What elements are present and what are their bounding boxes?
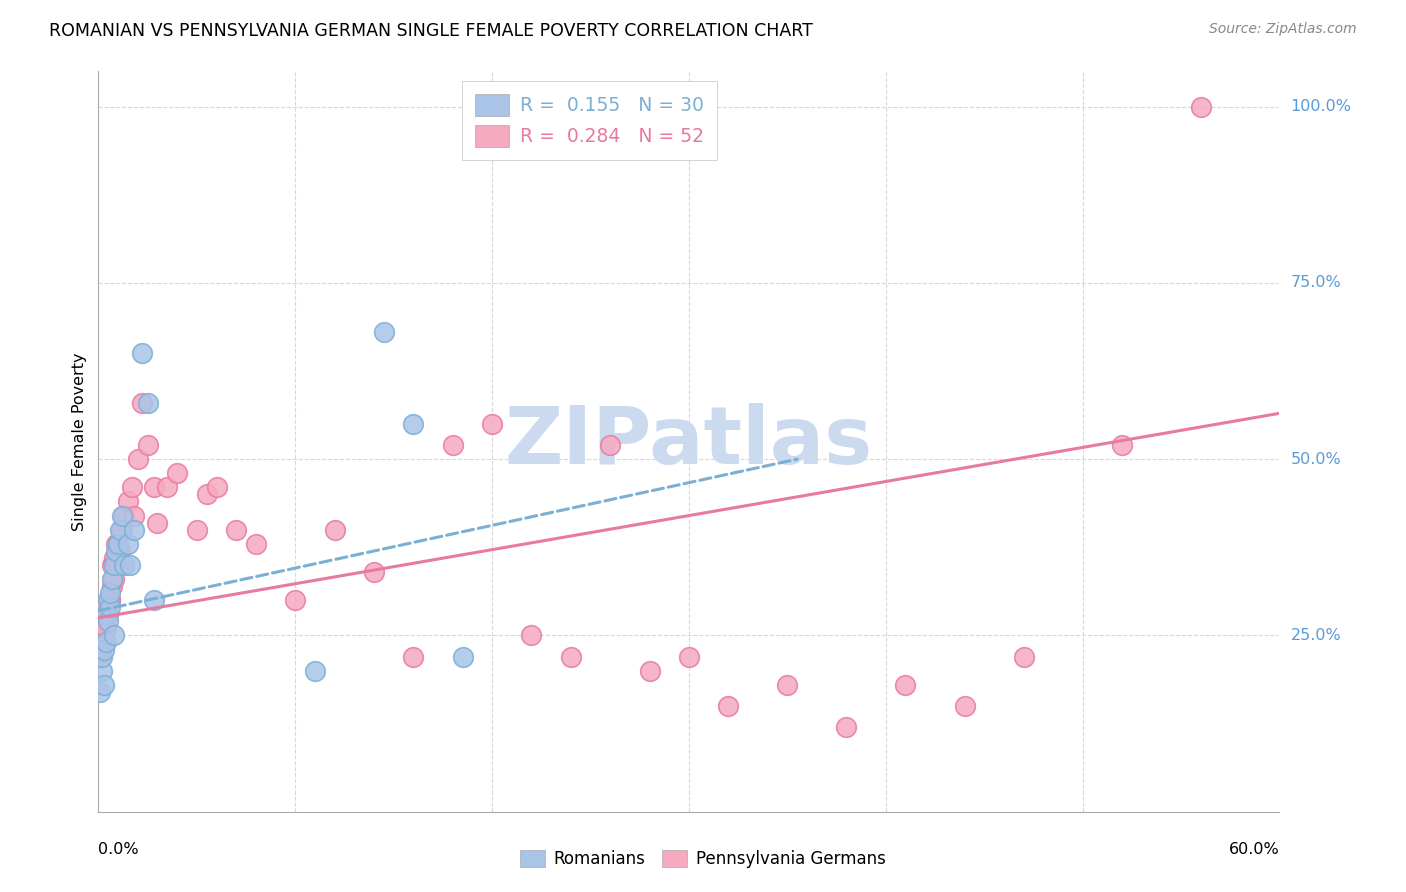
Legend: R =  0.155   N = 30, R =  0.284   N = 52: R = 0.155 N = 30, R = 0.284 N = 52: [463, 81, 717, 160]
Point: [101, 572, 124, 586]
Text: 75.0%: 75.0%: [1291, 276, 1341, 291]
Point: [156, 480, 179, 494]
Point: [136, 438, 159, 452]
Point: [97, 593, 120, 607]
Point: [668, 100, 690, 114]
Point: [91, 628, 114, 642]
Point: [441, 438, 464, 452]
Point: [96, 635, 118, 649]
Point: [108, 523, 131, 537]
Point: [560, 649, 582, 664]
Point: [304, 664, 326, 678]
Point: [111, 523, 134, 537]
Point: [166, 467, 188, 481]
Point: [105, 537, 128, 551]
Point: [98, 593, 121, 607]
Text: 0.0%: 0.0%: [98, 842, 139, 857]
Point: [93, 642, 115, 657]
Point: [103, 628, 125, 642]
Point: [112, 508, 135, 523]
Point: [131, 346, 153, 360]
Point: [93, 678, 115, 692]
Point: [97, 615, 120, 629]
Point: [103, 558, 125, 572]
Point: [1111, 438, 1133, 452]
Text: 60.0%: 60.0%: [1229, 842, 1279, 857]
Point: [112, 558, 135, 572]
Text: ZIPatlas: ZIPatlas: [505, 402, 873, 481]
Point: [101, 558, 124, 572]
Point: [105, 544, 128, 558]
Point: [122, 508, 145, 523]
Point: [451, 649, 474, 664]
Point: [520, 628, 543, 642]
Point: [121, 480, 143, 494]
Point: [96, 621, 118, 635]
Point: [599, 438, 621, 452]
Point: [127, 452, 149, 467]
Point: [107, 558, 129, 572]
Point: [195, 487, 218, 501]
Text: ROMANIAN VS PENNSYLVANIA GERMAN SINGLE FEMALE POVERTY CORRELATION CHART: ROMANIAN VS PENNSYLVANIA GERMAN SINGLE F…: [49, 22, 813, 40]
Point: [1012, 649, 1035, 664]
Point: [205, 480, 228, 494]
Point: [363, 565, 385, 579]
Point: [245, 537, 267, 551]
Point: [117, 537, 139, 551]
Point: [638, 664, 661, 678]
Point: [93, 615, 115, 629]
Point: [103, 572, 125, 586]
Point: [91, 664, 114, 678]
Point: [103, 550, 125, 565]
Point: [108, 544, 131, 558]
Point: [96, 600, 118, 615]
Point: [98, 593, 121, 607]
Text: 50.0%: 50.0%: [1291, 451, 1341, 467]
Point: [142, 480, 165, 494]
Point: [107, 537, 129, 551]
Point: [402, 417, 425, 431]
Point: [284, 593, 307, 607]
Point: [98, 586, 121, 600]
Point: [894, 678, 917, 692]
Point: [776, 678, 799, 692]
Point: [142, 593, 165, 607]
Point: [1189, 100, 1212, 114]
Point: [323, 523, 346, 537]
Point: [953, 698, 976, 713]
Point: [118, 558, 141, 572]
Point: [835, 720, 858, 734]
Point: [91, 649, 114, 664]
Text: Source: ZipAtlas.com: Source: ZipAtlas.com: [1209, 22, 1357, 37]
Y-axis label: Single Female Poverty: Single Female Poverty: [72, 352, 87, 531]
Point: [186, 523, 208, 537]
Point: [136, 396, 159, 410]
Text: 100.0%: 100.0%: [1291, 99, 1351, 114]
Point: [717, 698, 740, 713]
Point: [146, 516, 169, 530]
Legend: Romanians, Pennsylvania Germans: Romanians, Pennsylvania Germans: [513, 843, 893, 875]
Point: [225, 523, 247, 537]
Point: [117, 494, 139, 508]
Text: 25.0%: 25.0%: [1291, 628, 1341, 643]
Point: [373, 325, 395, 339]
Point: [96, 607, 118, 622]
Point: [89, 649, 111, 664]
Point: [98, 600, 121, 615]
Point: [111, 508, 134, 523]
Point: [481, 417, 503, 431]
Point: [97, 607, 120, 622]
Point: [89, 685, 111, 699]
Point: [678, 649, 700, 664]
Point: [101, 579, 124, 593]
Point: [131, 396, 153, 410]
Point: [402, 649, 425, 664]
Point: [122, 523, 145, 537]
Point: [93, 635, 115, 649]
